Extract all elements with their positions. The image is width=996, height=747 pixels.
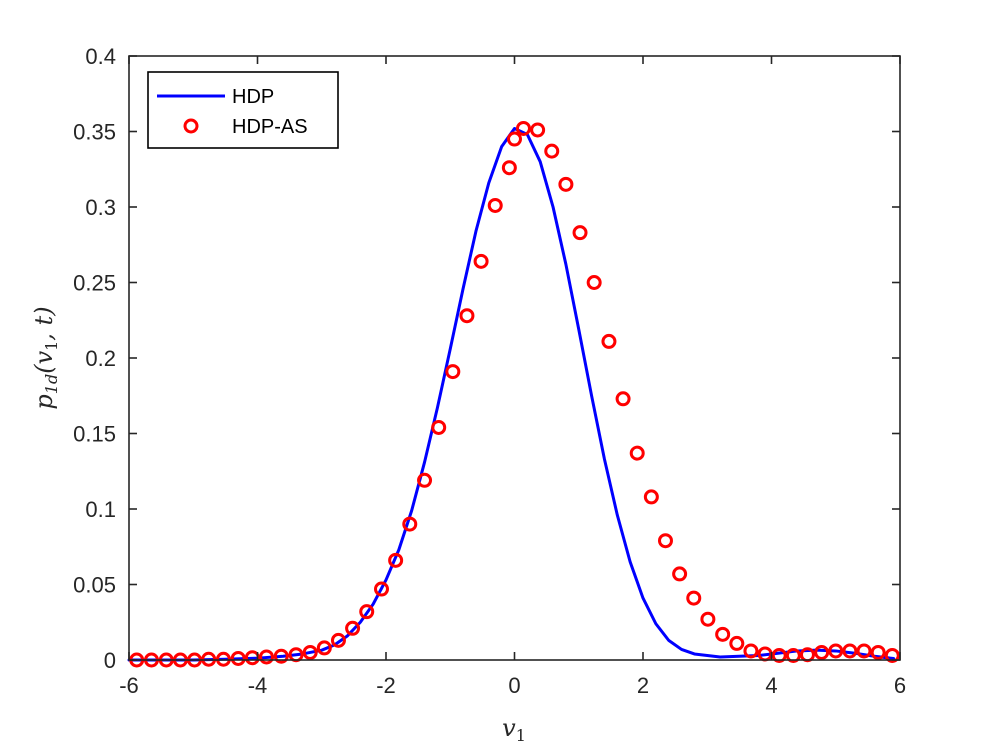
hdp-as-point [686, 590, 702, 606]
hdp-as-point [374, 581, 389, 597]
x-tick-label: 2 [637, 673, 649, 698]
hdp-as-point [515, 120, 531, 136]
y-tick-label: 0.05 [73, 573, 116, 598]
hdp-as-point [259, 649, 274, 665]
x-tick-label: -2 [376, 673, 396, 698]
hdp-as-point [316, 640, 332, 656]
hdp-as-point [601, 333, 617, 349]
hdp-as-point [870, 644, 886, 660]
hdp-as-point [507, 131, 522, 147]
hdp-as-point [828, 643, 844, 659]
y-tick-label: 0.4 [85, 44, 116, 69]
hdp-as-point [244, 650, 260, 666]
y-tick-label: 0 [104, 648, 116, 673]
y-tick-label: 0.25 [73, 271, 116, 296]
legend-hdp-as-label: HDP-AS [232, 116, 308, 138]
legend: HDP HDP-AS [147, 71, 339, 149]
y-tick-label: 0.3 [85, 195, 116, 220]
legend-hdp-label: HDP [232, 86, 274, 108]
series-hdp-line [127, 126, 896, 662]
hdp-as-point [330, 632, 346, 648]
hdp-as-point [445, 364, 461, 380]
hdp-as-point [558, 176, 574, 192]
y-axis-label-args: (v [30, 350, 58, 373]
hdp-as-point [473, 253, 489, 269]
legend-hdp-as-marker [183, 118, 199, 134]
hdp-as-point [402, 516, 418, 532]
hdp-as-point [345, 620, 361, 636]
y-tick-label: 0.2 [85, 346, 116, 371]
ticks-layer: -6 -4 -2 0 2 4 6 0 0.05 0.1 0.15 0.2 0.25 0.3 0.35 0.4 [73, 44, 906, 698]
hdp-as-point [629, 445, 645, 461]
x-tick-label: 6 [894, 673, 906, 698]
hdp-as-point [771, 647, 787, 663]
hdp-as-point [615, 391, 631, 407]
y-tick-label: 0.15 [73, 422, 116, 447]
hdp-as-point [743, 643, 759, 659]
y-tick-label: 0.35 [73, 120, 116, 145]
hdp-as-point [643, 489, 659, 505]
hdp-as-point [417, 472, 433, 488]
hdp-as-point [230, 650, 246, 666]
x-axis-label-subscript: 1 [516, 726, 526, 745]
x-tick-label: -4 [248, 673, 268, 698]
hdp-as-point [388, 552, 404, 568]
hdp-as-point [572, 225, 588, 241]
y-axis-label-args-tail: , t) [30, 306, 58, 340]
hdp-as-point [487, 197, 503, 213]
hdp-as-point [302, 644, 318, 660]
plot-area [129, 56, 900, 660]
hdp-as-point [814, 644, 830, 660]
hdp-as-point [884, 647, 900, 663]
y-axis-label-subscript: 1d [42, 374, 61, 394]
hdp-as-point [729, 635, 745, 651]
x-tick-label: -6 [119, 673, 139, 698]
hdp-as-point [586, 275, 602, 290]
hdp-as-point [273, 648, 289, 664]
hdp-as-point [672, 566, 688, 582]
hdp-as-point [544, 143, 560, 159]
x-tick-label: 0 [508, 673, 520, 698]
hdp-as-point [359, 604, 375, 620]
hdp-as-point [842, 643, 858, 659]
hdp-as-point [459, 308, 475, 324]
hdp-as-point [785, 647, 801, 663]
y-axis-label-args-subscript: 1 [42, 341, 61, 351]
hdp-as-point [431, 419, 447, 435]
hdp-as-point [530, 122, 546, 138]
x-tick-label: 4 [765, 673, 777, 698]
hdp-as-point [715, 626, 731, 642]
hdp-as-point [501, 160, 517, 176]
hdp-as-point [657, 533, 673, 549]
y-tick-label: 0.1 [85, 497, 116, 522]
hdp-as-point [856, 643, 872, 659]
legend-box [147, 71, 339, 149]
hdp-as-point [700, 611, 716, 627]
